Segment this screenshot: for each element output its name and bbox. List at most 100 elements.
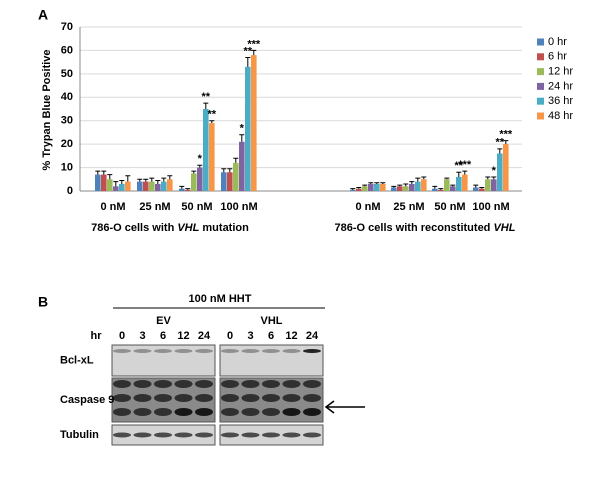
- time-tick-label: 24: [198, 330, 211, 342]
- error-bar: [209, 120, 215, 124]
- blot-band: [113, 408, 131, 416]
- error-bar: [356, 186, 362, 189]
- blot-band: [303, 432, 321, 438]
- bar: [107, 179, 113, 191]
- error-bar: [473, 184, 479, 188]
- bar: [167, 179, 173, 191]
- blot-band: [221, 380, 239, 388]
- significance-mark: **: [202, 91, 211, 103]
- blot-band: [303, 349, 321, 353]
- bar: [221, 172, 227, 191]
- blot-band: [133, 380, 152, 388]
- blot-band: [195, 432, 213, 438]
- blot-band: [241, 432, 260, 438]
- legend-swatch: [537, 68, 544, 76]
- blot-band: [303, 380, 321, 388]
- blot-band: [303, 394, 321, 402]
- time-tick-label: 6: [268, 330, 274, 342]
- panel-label: A: [38, 7, 48, 23]
- bar: [485, 179, 491, 191]
- bar: [350, 189, 356, 191]
- error-bar: [203, 102, 209, 109]
- error-bar: [221, 168, 227, 173]
- error-bar: [491, 176, 497, 180]
- bar: [356, 188, 362, 191]
- legend-swatch: [537, 38, 544, 46]
- bar: [491, 179, 497, 191]
- blot-membrane: [111, 344, 216, 377]
- blot-band: [221, 432, 239, 438]
- blot-band: [154, 349, 172, 353]
- error-bar: [397, 184, 403, 187]
- blot-band: [262, 349, 280, 353]
- error-bar: [391, 185, 397, 188]
- error-bar: [450, 184, 456, 187]
- bar: [179, 188, 185, 191]
- legend-label: 36 hr: [548, 95, 573, 107]
- bar: [444, 179, 450, 191]
- time-tick-label: 24: [306, 330, 319, 342]
- significance-mark: **: [208, 109, 217, 121]
- bar: [362, 186, 368, 191]
- arrow: [324, 400, 365, 414]
- blot-band: [113, 349, 131, 353]
- bar: [251, 55, 257, 191]
- time-label: hr: [91, 330, 103, 342]
- bar: [403, 186, 409, 191]
- error-bar: [432, 185, 438, 189]
- error-bar: [167, 175, 173, 180]
- error-bar: [503, 140, 509, 145]
- bar: [149, 181, 155, 191]
- error-bar: [444, 177, 450, 180]
- error-bar: [197, 164, 203, 168]
- error-bar: [421, 176, 427, 180]
- blot-band: [262, 380, 280, 388]
- significance-mark: ***: [247, 38, 261, 50]
- blot-band: [303, 408, 321, 416]
- y-tick-label: 30: [61, 115, 73, 127]
- blot-band: [154, 432, 172, 438]
- bar: [143, 181, 149, 191]
- bar: [497, 153, 503, 191]
- error-bar: [350, 188, 356, 190]
- bar: [421, 179, 427, 191]
- bar: [95, 174, 101, 191]
- blot-band: [174, 380, 193, 388]
- bar: [450, 186, 456, 191]
- blot-band: [154, 394, 172, 402]
- group-label-part: VHL: [493, 222, 515, 234]
- y-tick-label: 10: [61, 161, 73, 173]
- error-bar: [161, 177, 167, 182]
- error-bar: [143, 178, 149, 182]
- blot-band: [133, 432, 152, 438]
- legend-label: 6 hr: [548, 51, 567, 63]
- blot-band: [282, 394, 301, 402]
- significance-mark: *: [240, 123, 245, 135]
- error-bar: [415, 177, 421, 182]
- time-tick-label: 3: [139, 330, 145, 342]
- bar: [233, 162, 239, 191]
- bar: [473, 187, 479, 191]
- y-tick-label: 20: [61, 138, 73, 150]
- blot-band: [262, 394, 280, 402]
- x-tick-label: 50 nM: [434, 201, 465, 213]
- error-bar: [149, 177, 155, 182]
- bar: [245, 66, 251, 191]
- time-tick-label: 3: [247, 330, 253, 342]
- blot-band: [133, 394, 152, 402]
- time-tick-label: 12: [285, 330, 297, 342]
- blot-band: [221, 349, 239, 353]
- error-bar: [462, 170, 468, 175]
- time-tick-label: 0: [119, 330, 125, 342]
- bar: [432, 188, 438, 191]
- bar: [409, 183, 415, 191]
- treatment-label: 100 nM HHT: [189, 293, 252, 305]
- x-tick-label: 25 nM: [139, 201, 170, 213]
- legend-label: 12 hr: [548, 66, 573, 78]
- y-tick-label: 0: [67, 185, 73, 197]
- blot-band: [282, 408, 301, 416]
- blot-band: [221, 408, 239, 416]
- legend-swatch: [537, 53, 544, 61]
- error-bar: [368, 182, 374, 184]
- bar: [227, 172, 233, 191]
